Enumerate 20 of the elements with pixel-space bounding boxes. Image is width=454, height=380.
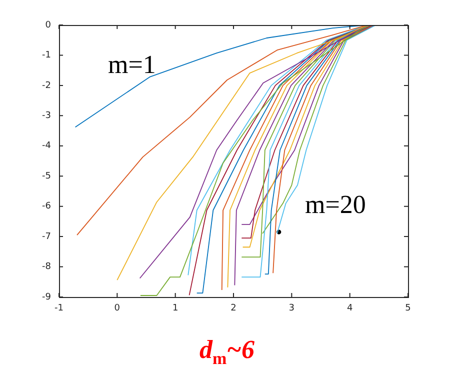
x-tick-label: -1 [54, 304, 64, 314]
x-tick-label: 1 [172, 304, 178, 314]
annotation: m=20 [305, 190, 366, 219]
y-tick-label: -5 [42, 171, 51, 182]
x-tick-label: 0 [114, 304, 120, 314]
y-tick-label: -9 [42, 292, 52, 302]
annotation: m=1 [108, 50, 156, 79]
x-tick-label: 3 [288, 304, 295, 314]
text: d$_{m}$~6 [198, 335, 256, 370]
y-tick-label: -7 [42, 232, 51, 242]
y-tick-label: -6 [42, 202, 52, 212]
y-tick-label: -8 [42, 262, 52, 272]
y-tick-label: -1 [42, 50, 51, 61]
x-tick-label: 2 [230, 304, 236, 314]
y-tick-label: -4 [42, 141, 52, 152]
y-tick-label: 0 [45, 20, 52, 30]
y-tick-label: -3 [42, 111, 51, 122]
x-tick-label: 5 [405, 304, 411, 314]
x-tick-label: 4 [346, 304, 353, 314]
y-tick-label: -2 [42, 80, 51, 91]
